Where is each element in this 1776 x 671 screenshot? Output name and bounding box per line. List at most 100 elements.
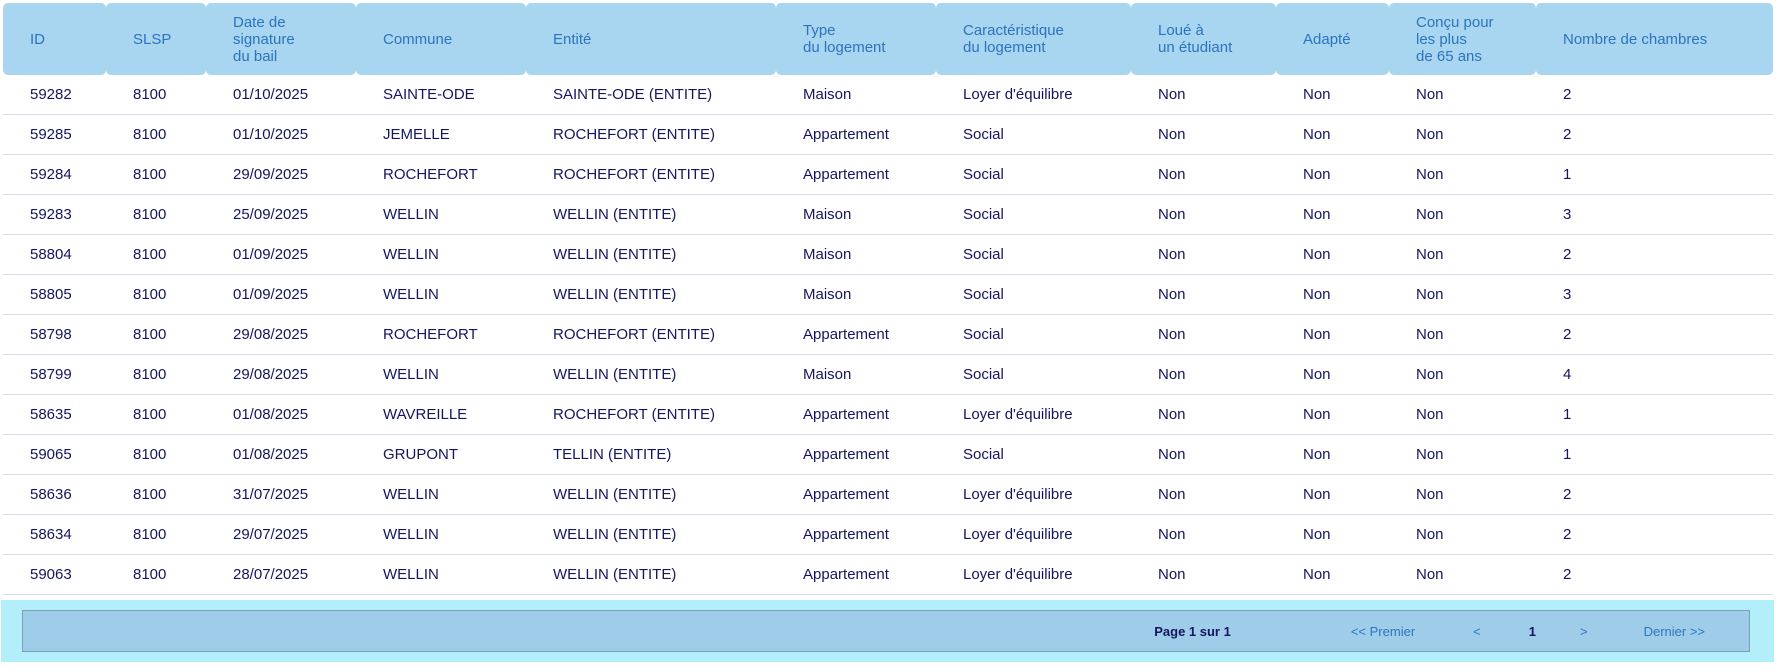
table-cell-caracteristique: Loyer d'équilibre (936, 555, 1131, 595)
table-cell-loue: Non (1131, 355, 1276, 395)
table-row: 59282 8100 01/10/2025 SAINTE-ODE SAINTE-ODE … (3, 75, 1773, 115)
table-cell-commune: GRUPONT (356, 435, 526, 475)
table-cell-entite: SAINTE-ODE (ENTITE) (526, 75, 776, 115)
column-header-id[interactable]: ID (3, 3, 106, 75)
table-cell-date: 01/10/2025 (206, 115, 356, 155)
table-cell-adapte: Non (1276, 195, 1389, 235)
table-cell-commune: ROCHEFORT (356, 155, 526, 195)
table-cell-adapte: Non (1276, 315, 1389, 355)
column-header-date[interactable]: Date de signature du bail (206, 3, 356, 75)
table-cell-caracteristique: Loyer d'équilibre (936, 475, 1131, 515)
table-cell-commune: WELLIN (356, 235, 526, 275)
prev-page-button[interactable]: < (1473, 623, 1481, 639)
table-cell-slsp: 8100 (106, 155, 206, 195)
table-cell-concu: Non (1389, 155, 1536, 195)
table-cell-caracteristique: Social (936, 195, 1131, 235)
table-cell-adapte: Non (1276, 435, 1389, 475)
table-cell-id: 59065 (3, 435, 106, 475)
column-header-slsp[interactable]: SLSP (106, 3, 206, 75)
table-cell-commune: WELLIN (356, 195, 526, 235)
table-cell-caracteristique: Loyer d'équilibre (936, 395, 1131, 435)
table-cell-concu: Non (1389, 195, 1536, 235)
table-cell-type: Appartement (776, 435, 936, 475)
table-cell-entite: WELLIN (ENTITE) (526, 555, 776, 595)
table-cell-chambres: 3 (1536, 195, 1773, 235)
table-row: 59283 8100 25/09/2025 WELLIN WELLIN (ENTITE)… (3, 195, 1773, 235)
table-cell-adapte: Non (1276, 75, 1389, 115)
table-cell-caracteristique: Social (936, 275, 1131, 315)
table-cell-date: 01/08/2025 (206, 435, 356, 475)
table-cell-commune: WELLIN (356, 515, 526, 555)
column-header-loue[interactable]: Loué à un étudiant (1131, 3, 1276, 75)
column-header-entite[interactable]: Entité (526, 3, 776, 75)
table-cell-slsp: 8100 (106, 315, 206, 355)
table-cell-type: Maison (776, 355, 936, 395)
table-cell-slsp: 8100 (106, 435, 206, 475)
table-cell-date: 01/09/2025 (206, 235, 356, 275)
first-page-button[interactable]: << Premier (1350, 623, 1416, 639)
table-cell-type: Appartement (776, 155, 936, 195)
table-cell-caracteristique: Social (936, 155, 1131, 195)
table-cell-loue: Non (1131, 195, 1276, 235)
table-cell-chambres: 2 (1536, 555, 1773, 595)
table-cell-entite: WELLIN (ENTITE) (526, 355, 776, 395)
table-cell-adapte: Non (1276, 475, 1389, 515)
table-row: 58799 8100 29/08/2025 WELLIN WELLIN (ENTITE)… (3, 355, 1773, 395)
table-cell-loue: Non (1131, 555, 1276, 595)
table-cell-commune: WELLIN (356, 355, 526, 395)
table-cell-chambres: 2 (1536, 315, 1773, 355)
table-cell-id: 58636 (3, 475, 106, 515)
table-cell-id: 59285 (3, 115, 106, 155)
table-cell-chambres: 2 (1536, 475, 1773, 515)
column-header-caracteristique[interactable]: Caractéristique du logement (936, 3, 1131, 75)
table-cell-type: Appartement (776, 115, 936, 155)
table-cell-chambres: 1 (1536, 155, 1773, 195)
table-cell-entite: WELLIN (ENTITE) (526, 235, 776, 275)
table-cell-slsp: 8100 (106, 75, 206, 115)
table-cell-chambres: 2 (1536, 75, 1773, 115)
next-page-button[interactable]: > (1579, 623, 1588, 639)
table-cell-entite: ROCHEFORT (ENTITE) (526, 395, 776, 435)
column-header-concu[interactable]: Conçu pour les plus de 65 ans (1389, 3, 1536, 75)
table-cell-date: 01/08/2025 (206, 395, 356, 435)
current-page-number[interactable]: 1 (1528, 623, 1536, 639)
column-header-type[interactable]: Type du logement (776, 3, 936, 75)
table-cell-concu: Non (1389, 475, 1536, 515)
column-header-commune[interactable]: Commune (356, 3, 526, 75)
table-cell-chambres: 1 (1536, 395, 1773, 435)
table-cell-entite: TELLIN (ENTITE) (526, 435, 776, 475)
table-cell-id: 58805 (3, 275, 106, 315)
table-cell-loue: Non (1131, 115, 1276, 155)
table-cell-concu: Non (1389, 235, 1536, 275)
table-cell-caracteristique: Loyer d'équilibre (936, 515, 1131, 555)
table-cell-entite: WELLIN (ENTITE) (526, 275, 776, 315)
table-cell-slsp: 8100 (106, 555, 206, 595)
table-cell-loue: Non (1131, 235, 1276, 275)
table-cell-id: 59284 (3, 155, 106, 195)
table-cell-adapte: Non (1276, 395, 1389, 435)
table-cell-type: Appartement (776, 515, 936, 555)
table-cell-entite: ROCHEFORT (ENTITE) (526, 315, 776, 355)
table-cell-concu: Non (1389, 275, 1536, 315)
table-cell-type: Appartement (776, 555, 936, 595)
table-cell-caracteristique: Loyer d'équilibre (936, 75, 1131, 115)
column-header-chambres[interactable]: Nombre de chambres (1536, 3, 1773, 75)
table-cell-slsp: 8100 (106, 115, 206, 155)
table-cell-slsp: 8100 (106, 355, 206, 395)
table-cell-commune: WAVREILLE (356, 395, 526, 435)
table-cell-chambres: 2 (1536, 115, 1773, 155)
table-row: 58634 8100 29/07/2025 WELLIN WELLIN (ENTITE)… (3, 515, 1773, 555)
column-header-adapte[interactable]: Adapté (1276, 3, 1389, 75)
table-cell-id: 58634 (3, 515, 106, 555)
last-page-button[interactable]: Dernier >> (1643, 623, 1705, 639)
table-cell-entite: WELLIN (ENTITE) (526, 195, 776, 235)
table-cell-caracteristique: Social (936, 235, 1131, 275)
table-cell-date: 31/07/2025 (206, 475, 356, 515)
pagination-footer: Page 1 sur 1 << Premier < 1 > Dernier >> (1, 600, 1774, 662)
table-cell-concu: Non (1389, 75, 1536, 115)
table-cell-adapte: Non (1276, 355, 1389, 395)
table-cell-concu: Non (1389, 555, 1536, 595)
table-cell-commune: ROCHEFORT (356, 315, 526, 355)
table-cell-date: 28/07/2025 (206, 555, 356, 595)
header-row: ID SLSP Date de signature du bail Commune En… (3, 3, 1773, 75)
